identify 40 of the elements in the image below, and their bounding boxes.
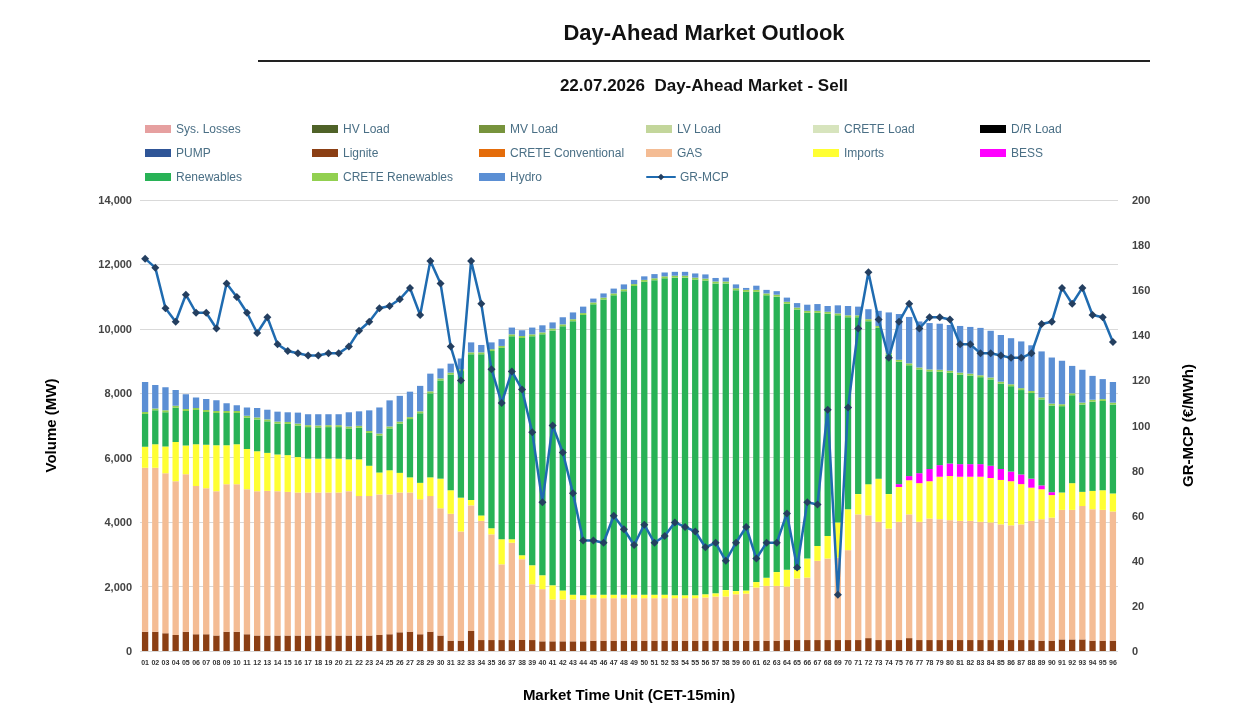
y2-axis-title: GR-MCP (€/MWh) <box>1179 363 1196 488</box>
y-tick-label: 8,000 <box>104 387 132 400</box>
legend-label: Sys. Losses <box>176 122 241 136</box>
y2-tick-label: 200 <box>1132 194 1151 206</box>
y-axis-title: Volume (MW) <box>42 378 59 473</box>
x-axis-title: Market Time Unit (CET-15min) <box>522 686 736 703</box>
y-tick-label: 14,000 <box>98 194 132 206</box>
y-tick-label: 4,000 <box>104 516 132 529</box>
legend-label: MV Load <box>510 122 559 136</box>
y2-tick-label: 80 <box>1132 464 1145 477</box>
y2-tick-label: 0 <box>1132 645 1139 657</box>
legend-label: CRETE Load <box>844 122 915 136</box>
y2-tick-label: 140 <box>1132 329 1151 342</box>
legend-label: GR-MCP <box>680 170 729 184</box>
legend-label: Imports <box>844 146 885 160</box>
legend-label: HV Load <box>343 122 390 136</box>
y2-tick-label: 180 <box>1132 239 1151 252</box>
legend-label: PUMP <box>176 146 211 160</box>
y2-tick-label: 120 <box>1132 374 1151 387</box>
legend-label: CRETE Conventional <box>510 146 625 160</box>
legend-label: Renewables <box>176 170 243 184</box>
y-tick-label: 10,000 <box>98 322 132 335</box>
y-tick-label: 0 <box>125 645 132 657</box>
legend-label: GAS <box>677 146 703 160</box>
y-tick-label: 12,000 <box>98 258 132 271</box>
y-tick-label: 2,000 <box>104 580 132 593</box>
chart-subtitle: 22.07.2026 Day-Ahead Market - Sell <box>558 76 850 96</box>
y2-tick-label: 100 <box>1132 419 1151 432</box>
y2-tick-label: 40 <box>1132 554 1145 567</box>
legend-label: CRETE Renewables <box>343 170 454 184</box>
chart-title: Day-Ahead Market Outlook <box>562 20 846 46</box>
legend-label: D/R Load <box>1011 122 1062 136</box>
legend-label: LV Load <box>677 122 721 136</box>
y2-tick-label: 60 <box>1132 509 1145 522</box>
legend-label: BESS <box>1011 146 1044 160</box>
legend-label: Lignite <box>343 146 379 160</box>
y-tick-label: 6,000 <box>104 451 132 464</box>
legend-label: Hydro <box>510 170 543 184</box>
y2-tick-label: 160 <box>1132 284 1151 297</box>
y2-tick-label: 20 <box>1132 599 1145 612</box>
